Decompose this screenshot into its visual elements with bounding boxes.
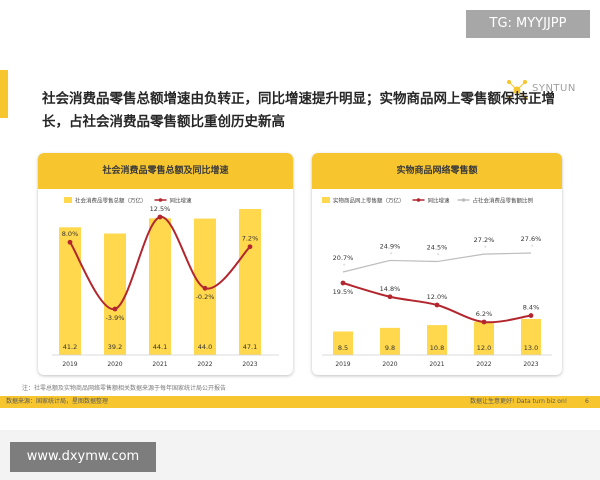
growth-value-label: 7.2%	[242, 235, 259, 243]
slide: TG: MYYJJPP SYNTUN 社会消费品零售总额增速由负转正，同比增速提…	[0, 0, 600, 430]
bar-value-label: 39.2	[108, 343, 122, 351]
syntun-logo	[506, 79, 528, 101]
bar-online-retail	[521, 319, 541, 355]
x-tick-label: 2020	[107, 361, 122, 368]
bar-retail-total	[149, 218, 171, 355]
legend-swatch-marker	[416, 198, 421, 202]
bar-value-label: 8.5	[338, 344, 348, 352]
logo-text: SYNTUN	[532, 83, 576, 94]
growth-value-label: 6.2%	[476, 310, 493, 318]
share-marker: ✳	[436, 253, 439, 257]
chart-title: 社会消费品零售总额及同比增速	[38, 153, 293, 189]
x-tick-label: 2020	[382, 361, 397, 368]
chart-panel-online-retail: 实物商品网络零售额 实物商品网上零售额（万亿） 同比增速 占社会消费品零售额比例 8.…	[312, 153, 562, 375]
share-value-label: 24.5%	[427, 244, 448, 252]
bar-value-label: 44.1	[153, 343, 167, 351]
growth-point	[387, 294, 393, 300]
growth-point	[340, 280, 346, 286]
legend-swatch-marker	[461, 198, 466, 202]
footer-band	[0, 396, 600, 408]
bar-retail-total	[59, 227, 81, 355]
legend-label: 占社会消费品零售额比例	[473, 197, 534, 205]
growth-point	[528, 313, 534, 318]
bar-online-retail	[380, 327, 400, 355]
x-tick-label: 2023	[523, 361, 538, 368]
share-marker: ✳	[483, 245, 486, 249]
bar-retail-total	[239, 208, 261, 355]
x-tick-label: 2022	[476, 361, 491, 368]
x-tick-label: 2022	[197, 361, 212, 368]
x-tick-label: 2023	[242, 361, 257, 368]
share-marker: ✳	[389, 251, 392, 255]
share-value-label: 20.7%	[333, 254, 354, 262]
growth-point	[157, 214, 163, 220]
share-marker: ✳	[342, 263, 345, 267]
bar-value-label: 41.2	[63, 343, 77, 351]
legend-label: 同比增速	[428, 197, 451, 205]
x-tick-label: 2019	[335, 361, 350, 368]
page-number: 6	[585, 398, 589, 405]
legend-swatch-marker	[158, 198, 163, 202]
share-marker: ✳	[530, 244, 533, 248]
growth-point	[481, 319, 487, 325]
bar-value-label: 47.1	[243, 343, 257, 351]
bar-online-retail	[427, 325, 447, 355]
bar-retail-total	[104, 233, 126, 355]
bottom-watermark: www.dxymw.com	[10, 442, 156, 472]
growth-value-label: 12.0%	[427, 293, 448, 301]
tagline: 数据让生意更好! Data turn biz on!	[470, 398, 568, 405]
footnote: 注：社零总额及实物商品网络零售额相关数据来源于每年国家统计局公开报告	[22, 385, 227, 392]
growth-point	[112, 306, 118, 312]
chart-online-retail: 实物商品网上零售额（万亿） 同比增速 占社会消费品零售额比例 8.5 2019 9.8 20…	[322, 197, 552, 368]
growth-value-label: -0.2%	[196, 293, 215, 301]
x-tick-label: 2019	[62, 361, 77, 368]
page-title: 社会消费品零售总额增速由负转正，同比增速提升明显；实物商品网上零售额保持正增长，…	[42, 91, 555, 130]
bar-online-retail	[333, 331, 353, 355]
share-value-label: 24.9%	[380, 242, 401, 250]
growth-point	[247, 244, 253, 250]
growth-value-label: 12.5%	[150, 205, 171, 213]
growth-value-label: -3.9%	[106, 314, 125, 322]
x-tick-label: 2021	[429, 361, 444, 368]
x-tick-label: 2021	[152, 361, 167, 368]
share-value-label: 27.6%	[521, 235, 542, 243]
growth-point	[434, 302, 440, 308]
bar-value-label: 9.8	[385, 344, 395, 352]
growth-value-label: 19.5%	[333, 288, 354, 296]
bar-value-label: 44.0	[198, 343, 212, 351]
legend-label: 同比增速	[170, 197, 193, 205]
accent-bar	[0, 70, 8, 118]
bar-value-label: 13.0	[524, 344, 538, 352]
share-line	[342, 252, 532, 273]
chart-retail-sales: 社会消费品零售总额（万亿） 同比增速 41.2 2019 39.2 2020 44.1 202…	[52, 197, 279, 368]
chart-panel-retail-sales: 社会消费品零售总额及同比增速 社会消费品零售总额（万亿） 同比增速 41.2 2019…	[38, 153, 293, 375]
bar-value-label: 12.0	[477, 344, 491, 352]
chart-title: 实物商品网络零售额	[312, 153, 562, 189]
growth-value-label: 14.8%	[380, 285, 401, 293]
growth-value-label: 8.0%	[62, 230, 79, 238]
bar-value-label: 10.8	[430, 344, 444, 352]
share-value-label: 27.2%	[474, 236, 495, 244]
logo-mark-icon	[506, 79, 528, 101]
legend-swatch-bar	[64, 197, 72, 203]
top-watermark: TG: MYYJJPP	[466, 10, 590, 38]
growth-point	[67, 239, 73, 245]
growth-value-label: 8.4%	[523, 304, 540, 312]
growth-point	[202, 285, 208, 291]
legend-swatch-bar	[322, 197, 330, 203]
legend-label: 社会消费品零售总额（万亿）	[75, 197, 147, 205]
data-source: 数据来源：国家统计局，星图数据整理	[6, 398, 109, 405]
bar-online-retail	[474, 321, 494, 355]
legend-label: 实物商品网上零售额（万亿）	[333, 197, 405, 205]
